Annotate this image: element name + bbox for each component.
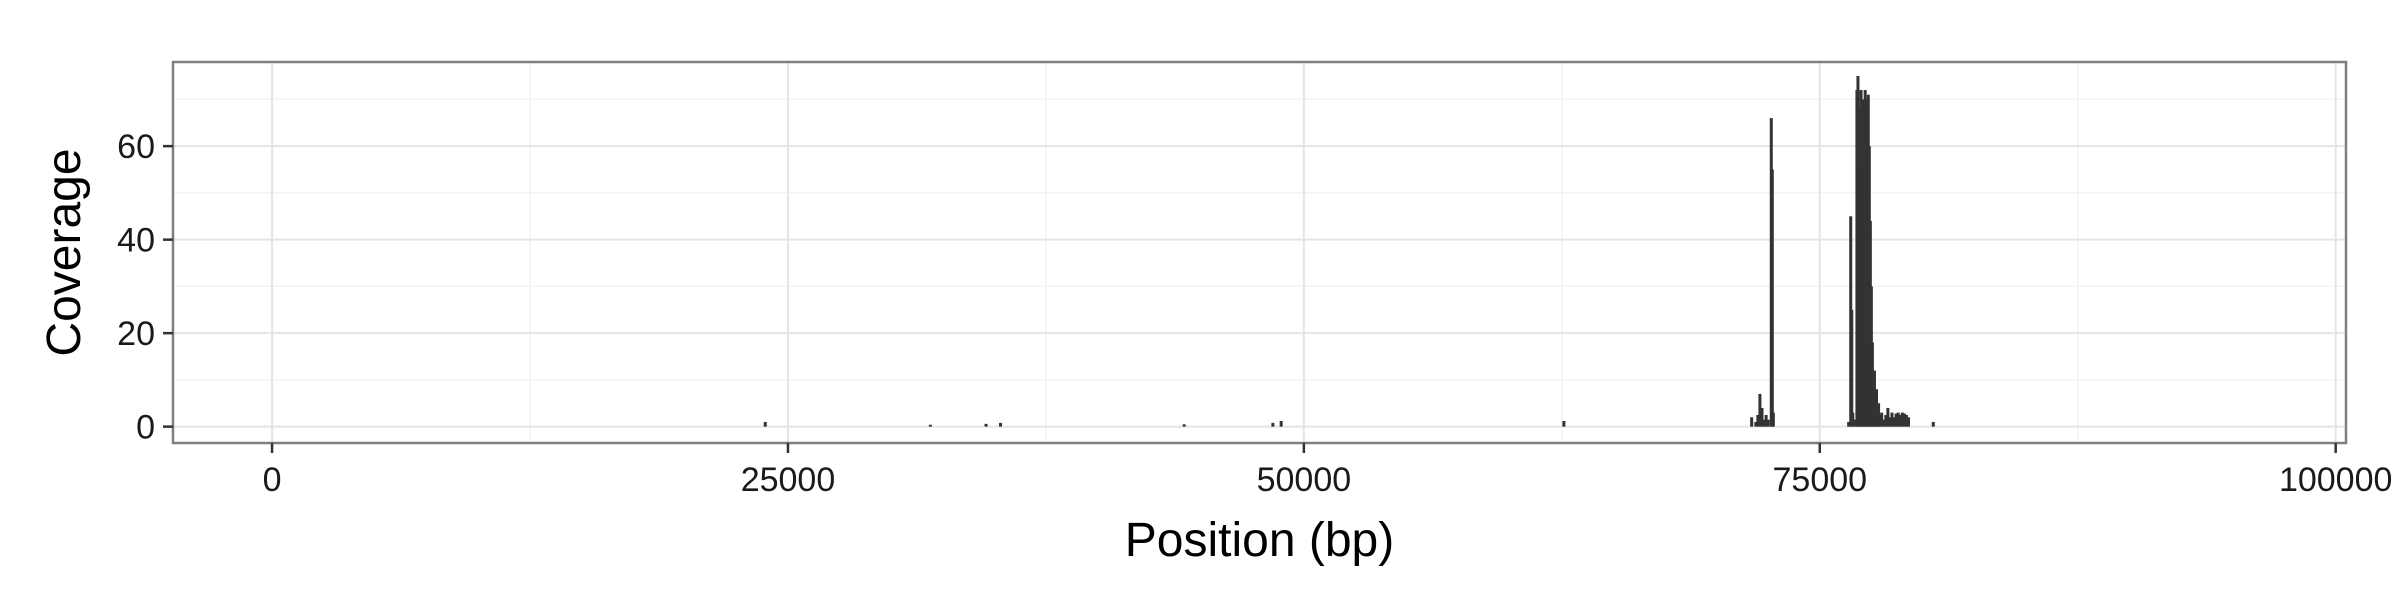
coverage-bar xyxy=(1182,424,1186,427)
coverage-bar xyxy=(1770,169,1774,427)
coverage-bar xyxy=(1907,417,1911,427)
x-tick-label: 25000 xyxy=(741,461,836,499)
coverage-bar xyxy=(1762,419,1766,427)
coverage-bar xyxy=(1900,412,1904,427)
coverage-bar xyxy=(984,423,988,427)
x-tick-label: 0 xyxy=(263,461,282,499)
coverage-bar xyxy=(1279,421,1283,427)
y-tick-label: 20 xyxy=(117,315,155,353)
grid-layer xyxy=(173,62,2346,443)
coverage-bar xyxy=(1882,419,1886,427)
coverage-bar xyxy=(1764,414,1768,427)
y-tick-label: 60 xyxy=(117,128,155,166)
coverage-bar xyxy=(1892,417,1896,427)
x-axis-title: Position (bp) xyxy=(1125,514,1394,567)
coverage-bar xyxy=(1886,407,1890,427)
coverage-bar xyxy=(1760,407,1764,427)
coverage-bar xyxy=(928,424,932,427)
coverage-bar xyxy=(1894,413,1898,427)
coverage-bar xyxy=(1851,412,1855,427)
coverage-bar xyxy=(1902,413,1906,427)
y-axis-title: Coverage xyxy=(38,148,91,356)
x-tick-label: 50000 xyxy=(1257,461,1352,499)
coverage-bar xyxy=(1271,422,1275,427)
coverage-bar xyxy=(1853,419,1857,427)
y-tick-label: 0 xyxy=(136,409,155,447)
coverage-bar xyxy=(1896,412,1900,427)
coverage-bar xyxy=(1756,414,1760,427)
x-tick-label: 75000 xyxy=(1773,461,1868,499)
coverage-bar xyxy=(1766,419,1770,427)
x-tick-label: 100000 xyxy=(2279,461,2392,499)
coverage-bar xyxy=(1880,412,1884,427)
coverage-bar xyxy=(763,421,767,427)
coverage-bar xyxy=(1888,417,1892,427)
bars-layer xyxy=(763,76,1935,427)
panel-border xyxy=(171,60,2348,445)
coverage-bar xyxy=(1850,309,1854,427)
coverage-bar xyxy=(1904,414,1908,427)
ticks-layer: 0 25000 50000 75000 100000 0 20 40 60 xyxy=(117,128,2392,499)
coverage-bar xyxy=(1771,412,1775,427)
coverage-bar xyxy=(1750,417,1754,427)
coverage-bar xyxy=(1754,421,1758,427)
coverage-bar xyxy=(1890,412,1894,427)
coverage-bar xyxy=(1878,414,1882,427)
coverage-bar xyxy=(1847,421,1851,427)
coverage-bar xyxy=(1884,414,1888,427)
coverage-bar xyxy=(1562,421,1566,427)
y-tick-label: 40 xyxy=(117,222,155,260)
coverage-bar xyxy=(1898,414,1902,427)
coverage-bar xyxy=(1931,421,1935,427)
coverage-bar xyxy=(1758,393,1762,427)
coverage-bar xyxy=(999,422,1003,427)
